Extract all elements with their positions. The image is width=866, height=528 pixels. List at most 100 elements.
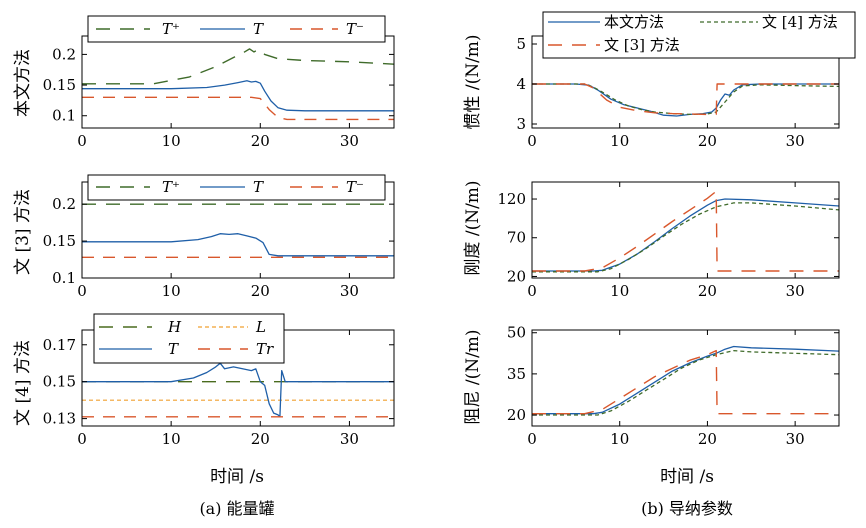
xtick-label-b3-2: 20 — [698, 430, 717, 448]
ytick-label-a1-0: 0.1 — [52, 107, 76, 125]
ytick-label-a3-1: 0.15 — [43, 373, 76, 391]
ytick-label-a2-0: 0.1 — [52, 269, 76, 287]
xtick-label-a2-3: 30 — [340, 282, 359, 300]
legend-a1-label-2: T⁻ — [346, 20, 364, 38]
xtick-label-a2-1: 10 — [162, 282, 181, 300]
ytick-label-b3-1: 35 — [507, 365, 526, 383]
series-b3-1 — [532, 349, 839, 416]
legend-a3: H L T Tr — [93, 313, 285, 364]
ylabel-b3: 阻尼 /(N/m) — [463, 329, 483, 424]
series-b2-2 — [532, 190, 839, 272]
xtick-label-b3-3: 30 — [786, 430, 805, 448]
panel-b3 — [532, 345, 839, 416]
xtick-label-b2-2: 20 — [698, 282, 717, 300]
series-b1-0 — [532, 83, 839, 117]
legend-b1: 本文方法 文 [4] 方法 文 [3] 方法 — [542, 11, 856, 59]
xtick-label-a1-1: 10 — [162, 132, 181, 150]
ylabel-a3: 文 [4] 方法 — [13, 340, 33, 426]
series-b3-0 — [532, 345, 839, 415]
legend-b1-label-2: 文 [3] 方法 — [604, 36, 680, 54]
ylabel-b1: 惯性 /(N/m) — [463, 34, 483, 129]
caption-right: (b) 导纳参数 — [641, 499, 733, 518]
legend-a3-box — [93, 313, 285, 364]
legend-a2: T⁺ T T⁻ — [87, 174, 386, 201]
ytick-label-b2-2: 120 — [497, 190, 526, 208]
series-a1-2 — [82, 96, 394, 121]
xtick-label-b2-3: 30 — [786, 282, 805, 300]
panel-a2 — [82, 203, 394, 258]
legend-b1-label-0: 本文方法 — [604, 13, 664, 31]
legend-a3-label-2: T — [168, 340, 179, 358]
ytick-label-b1-1: 4 — [516, 75, 526, 93]
xtick-label-a1-0: 0 — [77, 132, 87, 150]
ytick-label-b3-0: 20 — [507, 406, 526, 424]
svg-text:文 [4] 方法: 文 [4] 方法 — [13, 340, 33, 426]
legend-a3-label-1: L — [255, 318, 266, 336]
ylabel-a2: 文 [3] 方法 — [13, 189, 33, 275]
xtick-label-b1-0: 0 — [527, 132, 537, 150]
ytick-label-a1-2: 0.2 — [52, 45, 76, 63]
legend-a1: T⁺ T T⁻ — [87, 15, 386, 43]
svg-text:惯性 /(N/m): 惯性 /(N/m) — [463, 34, 483, 129]
xlabel-right: 时间 /s — [660, 467, 714, 487]
panel-b2 — [532, 190, 839, 273]
series-a3-2 — [82, 362, 394, 418]
xtick-label-a2-0: 0 — [77, 282, 87, 300]
xtick-label-a3-1: 10 — [162, 430, 181, 448]
svg-text:刚度 /(N/m): 刚度 /(N/m) — [463, 180, 483, 275]
xtick-label-b1-1: 10 — [610, 132, 629, 150]
ytick-label-a3-0: 0.13 — [43, 410, 76, 428]
ytick-label-a3-2: 0.17 — [43, 336, 76, 354]
series-b2-0 — [532, 198, 839, 272]
ytick-label-b1-0: 3 — [516, 115, 526, 133]
legend-a2-label-0: T⁺ — [162, 178, 180, 196]
series-a2-1 — [82, 233, 394, 257]
panel-a3 — [82, 362, 394, 418]
caption-left: (a) 能量罐 — [199, 499, 274, 518]
series-b1-2 — [532, 83, 839, 116]
ytick-label-a2-2: 0.2 — [52, 195, 76, 213]
svg-text:本文方法: 本文方法 — [13, 49, 33, 117]
ytick-label-b2-0: 20 — [507, 267, 526, 285]
ytick-label-b2-1: 70 — [507, 229, 526, 247]
series-b2-1 — [532, 202, 839, 273]
xtick-label-a2-2: 20 — [251, 282, 270, 300]
ytick-label-a1-1: 0.15 — [43, 76, 76, 94]
panel-a1 — [82, 48, 394, 121]
series-b1-1 — [532, 83, 839, 116]
panel-b1 — [532, 83, 839, 117]
xlabel-left: 时间 /s — [210, 467, 264, 487]
ylabel-b2: 刚度 /(N/m) — [463, 180, 483, 275]
xtick-label-a3-0: 0 — [77, 430, 87, 448]
svg-text:阻尼 /(N/m): 阻尼 /(N/m) — [463, 329, 483, 424]
xtick-label-b1-3: 30 — [786, 132, 805, 150]
legend-a1-label-1: T — [253, 20, 264, 38]
xtick-label-b2-0: 0 — [527, 282, 537, 300]
ytick-label-b3-2: 50 — [507, 324, 526, 342]
xtick-label-a1-3: 30 — [340, 132, 359, 150]
series-a1-1 — [82, 80, 394, 112]
ylabel-a1: 本文方法 — [13, 49, 33, 117]
xtick-label-a3-2: 20 — [251, 430, 270, 448]
legend-a3-label-0: H — [167, 318, 182, 336]
xtick-label-b1-2: 20 — [698, 132, 717, 150]
xtick-label-b2-1: 10 — [610, 282, 629, 300]
svg-text:文 [3] 方法: 文 [3] 方法 — [13, 189, 33, 275]
xtick-label-b3-1: 10 — [610, 430, 629, 448]
series-b3-2 — [532, 349, 839, 415]
legend-a2-label-1: T — [253, 178, 264, 196]
legend-a2-label-2: T⁻ — [346, 178, 364, 196]
frame-b3 — [531, 329, 840, 427]
legend-a3-label-3: Tr — [256, 340, 274, 358]
legend-a1-label-0: T⁺ — [162, 20, 180, 38]
legend-b1-label-1: 文 [4] 方法 — [762, 13, 838, 31]
xtick-label-b3-0: 0 — [527, 430, 537, 448]
xtick-label-a1-2: 20 — [251, 132, 270, 150]
legend-b1-box — [542, 11, 856, 59]
xtick-label-a3-3: 30 — [340, 430, 359, 448]
frame-b2 — [531, 181, 840, 279]
ytick-label-b1-2: 5 — [516, 35, 526, 53]
series-a1-0 — [82, 48, 394, 85]
ytick-label-a2-1: 0.15 — [43, 232, 76, 250]
